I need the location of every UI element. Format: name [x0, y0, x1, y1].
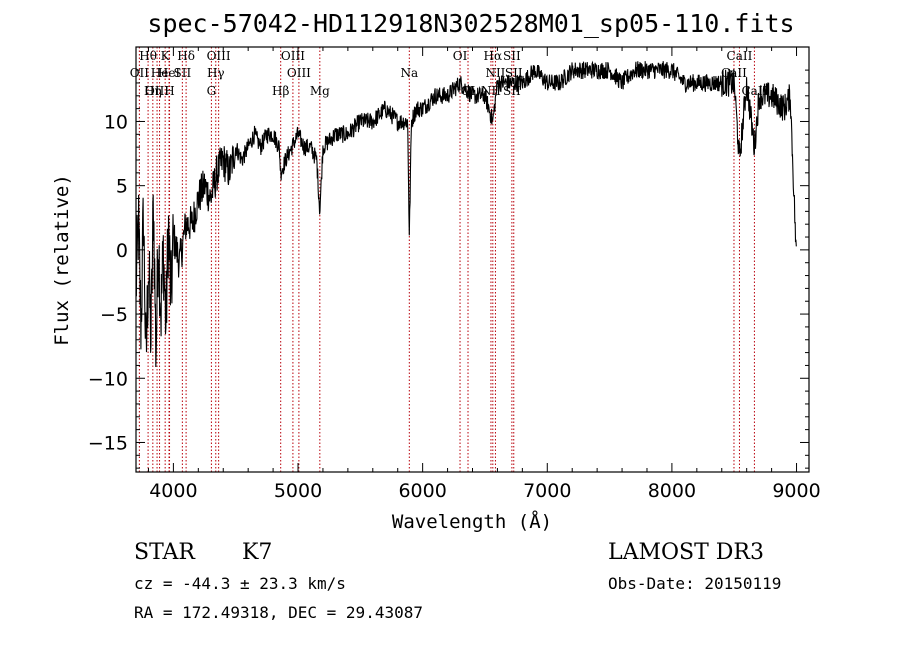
- y-tick-label: −5: [100, 304, 128, 326]
- x-tick-label: 9000: [772, 480, 820, 502]
- emission-line-label: Hη: [144, 84, 162, 98]
- emission-line-label: OI: [461, 84, 476, 98]
- emission-line-label: Hθ: [139, 49, 157, 63]
- emission-line-label: OIII: [145, 84, 169, 98]
- x-axis-ticks: 4000 5000 6000 7000 8000 9000: [147, 47, 821, 502]
- y-tick-label: 0: [116, 240, 128, 262]
- survey-label: LAMOST DR3: [608, 540, 764, 565]
- coordinates-text: RA = 172.49318, DEC = 29.43087: [134, 603, 423, 622]
- emission-line-label: HeI: [158, 66, 181, 80]
- emission-line-label: SII: [505, 66, 523, 80]
- emission-line-label: NII: [485, 66, 505, 80]
- emission-line-label: K: [161, 49, 171, 63]
- x-axis-label: Wavelength (Å): [392, 510, 552, 533]
- x-tick-label: 5000: [274, 480, 322, 502]
- y-tick-label: −15: [88, 432, 128, 454]
- emission-line-label: SII: [503, 84, 521, 98]
- obs-date-text: Obs-Date: 20150119: [608, 574, 782, 593]
- emission-line-label: OII: [130, 66, 150, 80]
- emission-line-label: Hβ: [272, 84, 289, 98]
- emission-line-label: Hδ: [177, 49, 195, 63]
- plot-frame: [135, 46, 810, 473]
- emission-line-label: OI: [453, 49, 468, 63]
- spectrum-line: [135, 60, 797, 368]
- y-axis-ticks: −15 −10 −5 0 5 10: [88, 69, 809, 469]
- emission-line-label: H: [164, 84, 174, 98]
- x-tick-label: 6000: [398, 480, 446, 502]
- emission-line-label: G: [207, 84, 217, 98]
- emission-line-label: NII: [481, 84, 501, 98]
- y-tick-label: −10: [88, 368, 128, 390]
- emission-line-markers: [138, 47, 755, 472]
- object-subclass: K7: [242, 540, 273, 565]
- emission-line-label: Mg: [310, 84, 330, 98]
- emission-line-label: OIII: [287, 66, 311, 80]
- emission-line-label: OIII: [207, 49, 231, 63]
- y-axis-label: Flux (relative): [51, 174, 73, 346]
- chart-title: spec-57042-HD112918N302528M01_sp05-110.f…: [147, 9, 794, 38]
- redshift-text: cz = -44.3 ± 23.3 km/s: [134, 574, 346, 593]
- emission-line-label: Hα: [484, 49, 503, 63]
- emission-line-label: CaII: [741, 84, 767, 98]
- emission-line-label: He: [151, 66, 169, 80]
- emission-line-label: CaII: [727, 49, 753, 63]
- emission-line-label: SII: [174, 66, 192, 80]
- emission-line-label: OIII: [281, 49, 305, 63]
- x-tick-label: 8000: [648, 480, 696, 502]
- x-tick-label: 4000: [149, 480, 197, 502]
- emission-line-label: SII: [503, 49, 521, 63]
- y-tick-label: 10: [104, 111, 128, 133]
- object-class: STAR: [134, 540, 195, 565]
- y-tick-label: 5: [116, 176, 128, 198]
- emission-line-label: Hγ: [207, 66, 225, 80]
- emission-line-label: Na: [400, 66, 418, 80]
- x-tick-label: 7000: [523, 480, 571, 502]
- spectrum-series: [135, 60, 797, 368]
- emission-line-label: CaII: [721, 66, 747, 80]
